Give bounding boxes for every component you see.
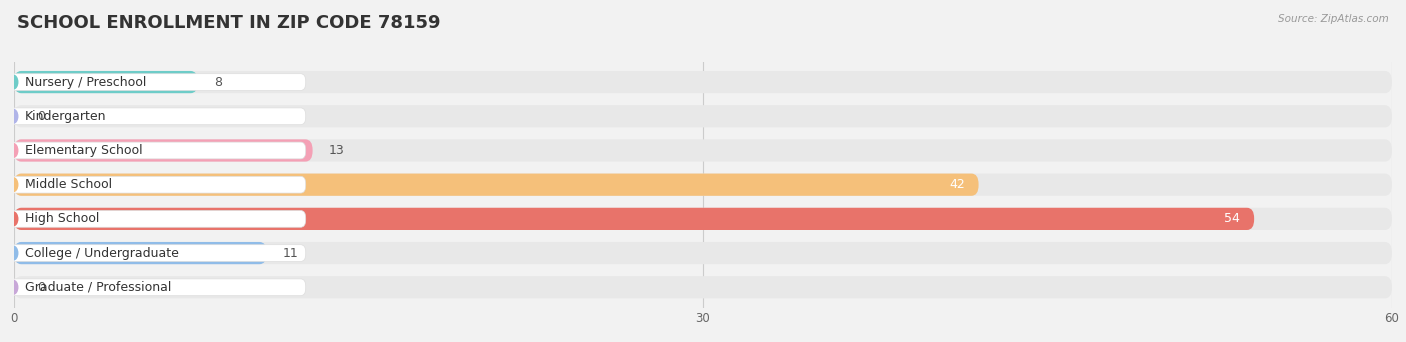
- FancyBboxPatch shape: [14, 105, 1392, 127]
- FancyBboxPatch shape: [7, 142, 305, 159]
- FancyBboxPatch shape: [14, 208, 1254, 230]
- Text: Kindergarten: Kindergarten: [25, 110, 107, 123]
- Text: SCHOOL ENROLLMENT IN ZIP CODE 78159: SCHOOL ENROLLMENT IN ZIP CODE 78159: [17, 14, 440, 32]
- FancyBboxPatch shape: [14, 174, 979, 196]
- FancyBboxPatch shape: [14, 71, 198, 93]
- Circle shape: [8, 177, 18, 192]
- Text: 13: 13: [329, 144, 344, 157]
- Circle shape: [8, 246, 18, 260]
- Text: 54: 54: [1225, 212, 1240, 225]
- FancyBboxPatch shape: [7, 176, 305, 193]
- Text: Middle School: Middle School: [25, 178, 112, 191]
- Text: High School: High School: [25, 212, 98, 225]
- FancyBboxPatch shape: [14, 242, 1392, 264]
- Text: 0: 0: [37, 110, 45, 123]
- Text: Nursery / Preschool: Nursery / Preschool: [25, 76, 146, 89]
- Circle shape: [8, 143, 18, 158]
- Circle shape: [8, 109, 18, 123]
- FancyBboxPatch shape: [14, 71, 1392, 93]
- Text: 0: 0: [37, 281, 45, 294]
- Text: Source: ZipAtlas.com: Source: ZipAtlas.com: [1278, 14, 1389, 24]
- Text: 42: 42: [949, 178, 965, 191]
- Circle shape: [8, 212, 18, 226]
- Text: Elementary School: Elementary School: [25, 144, 142, 157]
- Text: 11: 11: [283, 247, 298, 260]
- FancyBboxPatch shape: [7, 245, 305, 261]
- FancyBboxPatch shape: [14, 276, 1392, 298]
- FancyBboxPatch shape: [14, 208, 1392, 230]
- FancyBboxPatch shape: [7, 74, 305, 90]
- FancyBboxPatch shape: [14, 242, 267, 264]
- Circle shape: [8, 75, 18, 89]
- FancyBboxPatch shape: [14, 140, 312, 162]
- FancyBboxPatch shape: [7, 108, 305, 125]
- FancyBboxPatch shape: [14, 174, 1392, 196]
- Text: 8: 8: [214, 76, 222, 89]
- Text: Graduate / Professional: Graduate / Professional: [25, 281, 172, 294]
- FancyBboxPatch shape: [14, 140, 1392, 162]
- FancyBboxPatch shape: [7, 279, 305, 295]
- FancyBboxPatch shape: [7, 210, 305, 227]
- Circle shape: [8, 280, 18, 294]
- Text: College / Undergraduate: College / Undergraduate: [25, 247, 179, 260]
